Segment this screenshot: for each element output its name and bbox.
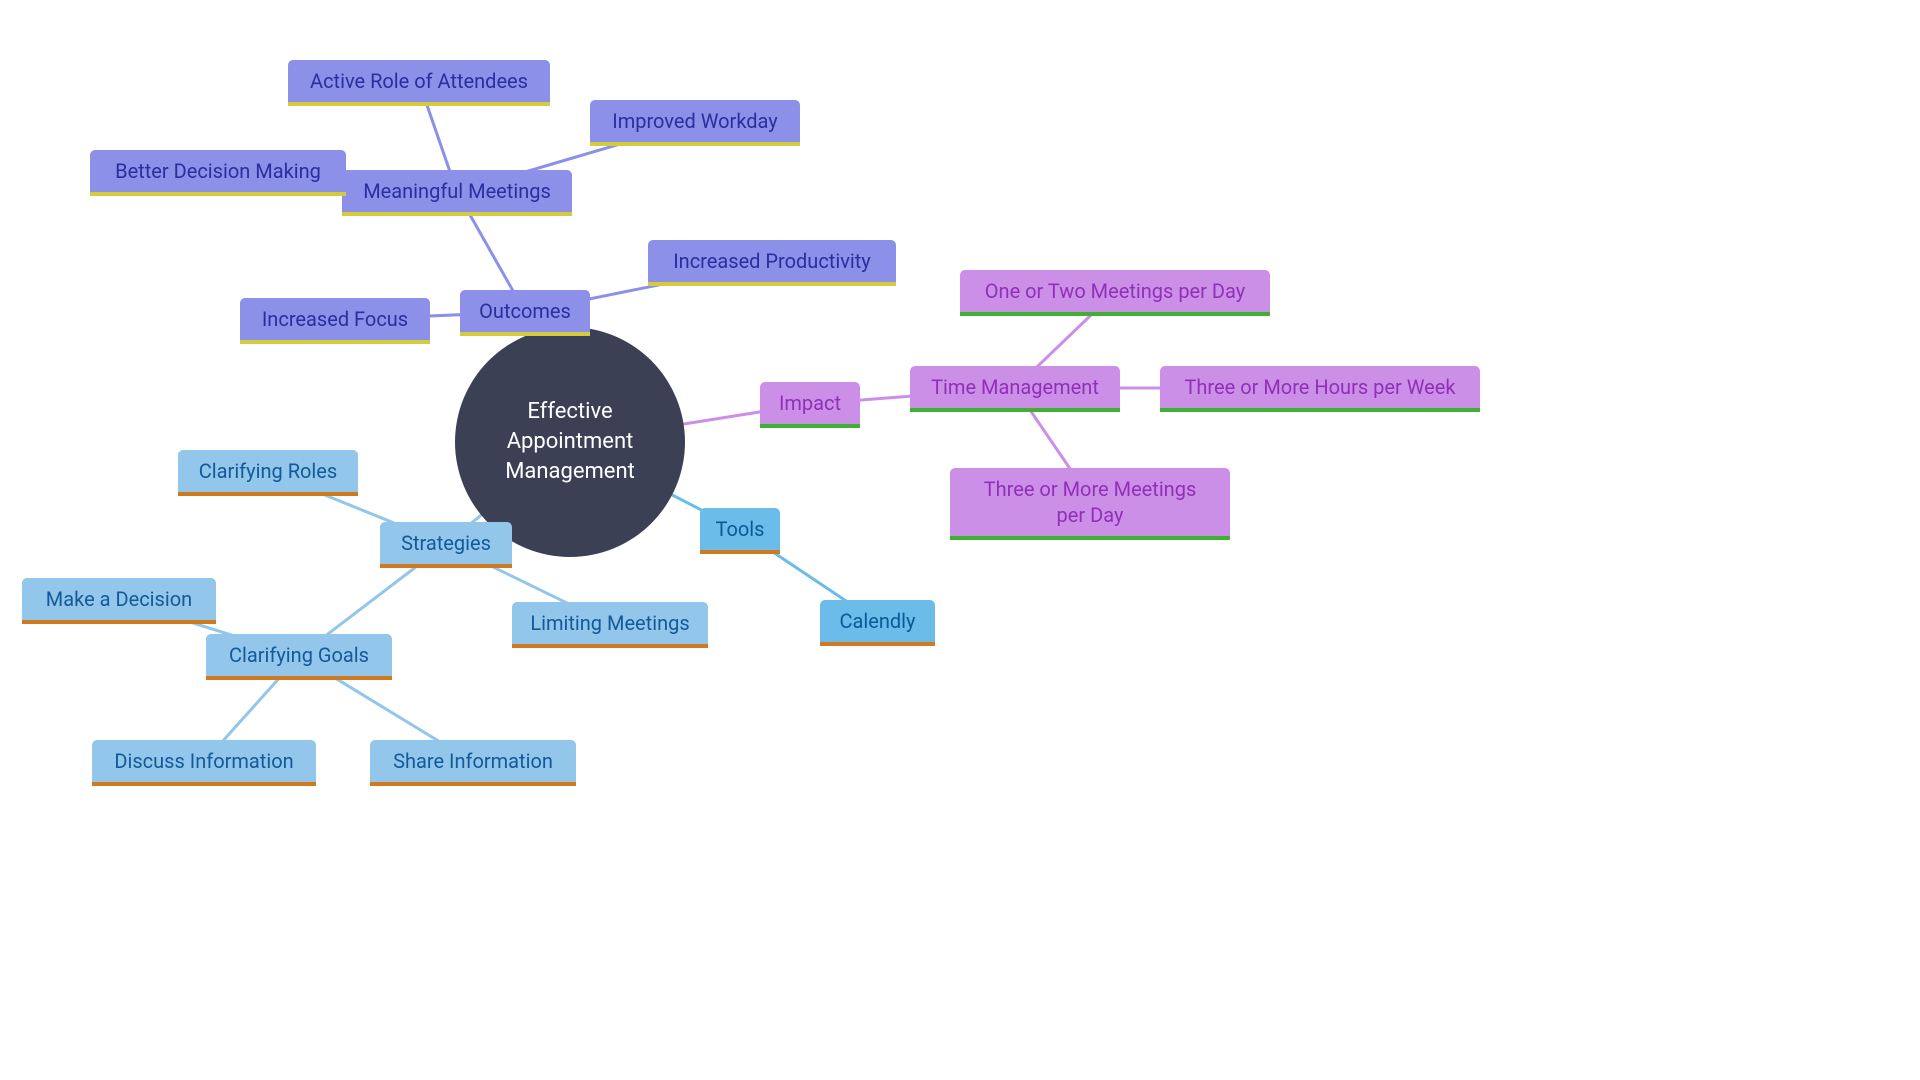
node-one_two: One or Two Meetings per Day (960, 270, 1270, 316)
node-label: Outcomes (479, 298, 571, 324)
node-label: Better Decision Making (115, 158, 321, 184)
node-time_mgmt: Time Management (910, 366, 1120, 412)
node-label: Clarifying Goals (229, 642, 369, 668)
node-label: Share Information (393, 748, 553, 774)
node-active_role: Active Role of Attendees (288, 60, 550, 106)
node-label: One or Two Meetings per Day (985, 278, 1245, 304)
node-label: Clarifying Roles (199, 458, 337, 484)
node-make_decision: Make a Decision (22, 578, 216, 624)
node-meaningful: Meaningful Meetings (342, 170, 572, 216)
node-calendly: Calendly (820, 600, 935, 646)
node-improved_workday: Improved Workday (590, 100, 800, 146)
node-impact: Impact (760, 382, 860, 428)
node-label: Make a Decision (46, 586, 192, 612)
node-label: Increased Focus (262, 306, 408, 332)
node-limiting: Limiting Meetings (512, 602, 708, 648)
node-increased_prod: Increased Productivity (648, 240, 896, 286)
node-label: Increased Productivity (673, 248, 871, 274)
node-label: Discuss Information (114, 748, 293, 774)
node-increased_focus: Increased Focus (240, 298, 430, 344)
node-label: Three or More Hours per Week (1184, 374, 1455, 400)
node-label: Strategies (401, 530, 491, 556)
node-label: Improved Workday (612, 108, 778, 134)
node-label: Time Management (931, 374, 1099, 400)
center-label: Effective Appointment Management (475, 397, 665, 486)
node-clarify_roles: Clarifying Roles (178, 450, 358, 496)
node-label: Calendly (839, 608, 915, 634)
node-better_decision: Better Decision Making (90, 150, 346, 196)
node-label: Active Role of Attendees (310, 68, 528, 94)
node-label: Impact (779, 390, 841, 416)
node-label: Limiting Meetings (530, 610, 689, 636)
node-share_info: Share Information (370, 740, 576, 786)
node-tools: Tools (700, 508, 780, 554)
node-three_meetings: Three or More Meetings per Day (950, 468, 1230, 540)
node-clarify_goals: Clarifying Goals (206, 634, 392, 680)
node-label: Three or More Meetings per Day (968, 476, 1212, 528)
node-three_hours: Three or More Hours per Week (1160, 366, 1480, 412)
node-label: Tools (716, 516, 765, 542)
node-outcomes: Outcomes (460, 290, 590, 336)
node-discuss_info: Discuss Information (92, 740, 316, 786)
node-label: Meaningful Meetings (363, 178, 551, 204)
node-strategies: Strategies (380, 522, 512, 568)
